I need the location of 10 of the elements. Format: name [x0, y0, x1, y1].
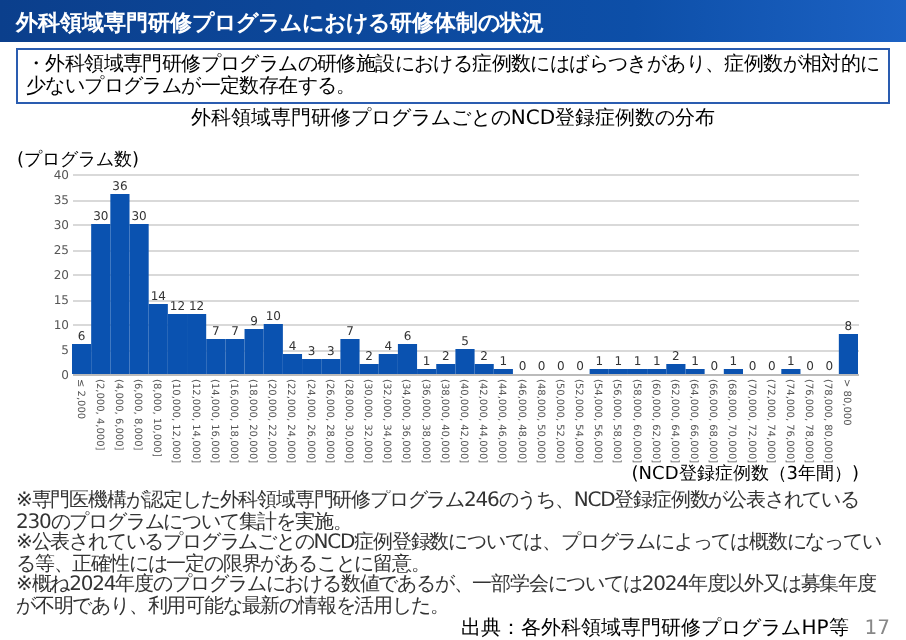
chart-subtitle: ・外科領域専門研修プログラムの研修施設における症例数にはばらつきがあり、症例数が相対的に少ないプログラムが一定数存在する。: [16, 48, 890, 104]
text: ※公表されているプログラムごとのNCD症例登録数については、プログラムによっては概数になっている等、正確性には一定の限界があることに留意。: [16, 532, 883, 575]
chart-title: 外科領域専門研修プログラムにおける研修体制の状況: [0, 0, 906, 42]
text: ※専門医機構が認定した外科領域専門研修プログラム246のうち、NCD登録症例数が公表されている230のプログラムについて集計を実施。: [16, 490, 861, 533]
y-axis-title: (プログラム数): [17, 149, 140, 171]
x-axis-title: (NCD登録症例数（3年間）): [631, 463, 859, 486]
text: ※概ね2024年度のプログラムにおける数値であるが、一部学会については2024年度以外又は募集年度が不明であり、利用可能な最新の情報を活用した。: [16, 574, 878, 617]
text: 外科領域専門研修プログラムごとのNCD登録症例数の分布: [188, 108, 718, 130]
text: 17: [864, 618, 890, 640]
source-note: 出典：各外科領域専門研修プログラムHP等: [461, 618, 849, 640]
